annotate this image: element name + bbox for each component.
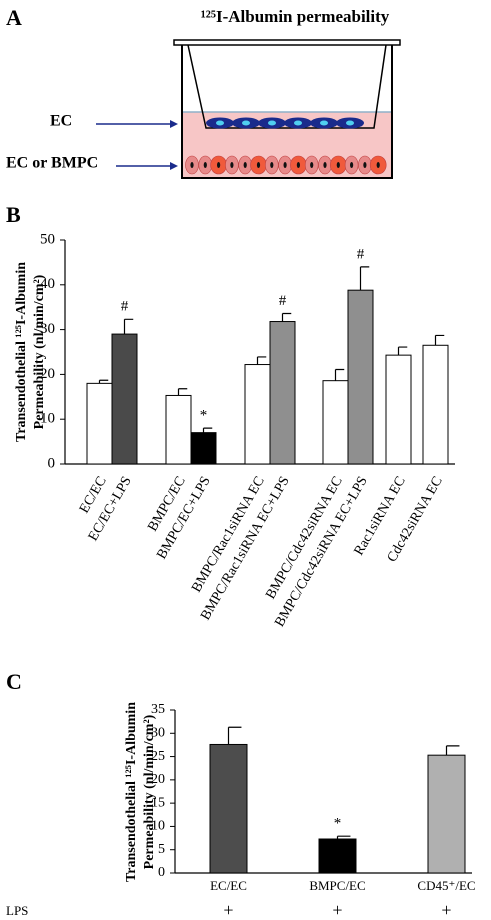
row-value: + (223, 900, 233, 920)
bar (86, 382, 113, 465)
panel-label: A (6, 5, 22, 30)
nucleus (217, 162, 221, 168)
y-tick-label: 30 (40, 321, 55, 337)
nucleus (270, 162, 274, 168)
nucleus (363, 162, 367, 168)
x-tick-label: EC/EC (210, 878, 247, 893)
x-tick-label: BMPC/EC (309, 878, 365, 893)
y-tick-label: 20 (151, 772, 165, 787)
y-tick-label: 15 (151, 795, 165, 810)
error-bar (445, 745, 460, 756)
arrow-head (170, 162, 178, 170)
nucleus (336, 162, 340, 168)
panel-label: B (6, 202, 21, 227)
diagram-label: EC (50, 113, 72, 130)
y-tick-label: 20 (40, 366, 55, 382)
error-bar (336, 835, 351, 840)
annotation: * (200, 408, 208, 424)
nucleus (296, 162, 300, 168)
error-bar (359, 266, 370, 291)
nucleus (256, 162, 261, 168)
bar (190, 432, 217, 465)
bar (209, 743, 248, 874)
row-value: + (441, 900, 451, 920)
panel-label: C (6, 669, 22, 694)
y-tick-label: 10 (151, 819, 165, 834)
nucleus (203, 162, 207, 168)
ec-layer (206, 117, 364, 129)
error-bar (123, 318, 134, 335)
annotation: * (334, 816, 342, 832)
error-bar (434, 334, 445, 346)
insert (187, 44, 387, 129)
error-bar (397, 346, 408, 356)
nucleus (323, 162, 327, 168)
bottom-cells (185, 155, 387, 175)
y-tick-label: 10 (40, 411, 55, 427)
error-bar (256, 356, 267, 365)
error-bar (334, 368, 345, 381)
y-tick-label: 50 (40, 231, 55, 247)
nucleus (190, 162, 194, 168)
bar (318, 838, 357, 874)
annotation: # (357, 246, 365, 262)
bar (385, 354, 412, 465)
bar (111, 333, 138, 465)
bar (165, 394, 192, 465)
bar (422, 344, 449, 465)
diagram-label: EC or BMPC (6, 155, 98, 172)
nucleus (310, 162, 314, 168)
y-tick-label: 0 (158, 865, 165, 880)
insert-rim (173, 39, 401, 46)
bar (427, 754, 466, 874)
x-tick-label: CD45⁺/EC (417, 878, 475, 893)
well (181, 45, 393, 179)
nucleus (350, 162, 354, 168)
y-tick-label: 0 (48, 455, 56, 471)
row-label: LPS (6, 903, 28, 918)
y-axis-label: Permeability (nl/min/cm²) (32, 274, 47, 429)
y-axis-label: Transendothelial ¹²⁵I-Albumin (14, 262, 29, 442)
y-tick-label: 35 (151, 702, 165, 717)
y-tick-label: 30 (151, 726, 165, 741)
row-value: + (332, 900, 342, 920)
arrow-head (170, 120, 178, 128)
bar (269, 321, 296, 465)
error-bar (281, 312, 292, 322)
y-axis-label: Transendothelial ¹²⁵I-Albumin (124, 702, 139, 882)
error-bar (227, 726, 242, 745)
nucleus (230, 162, 234, 168)
y-tick-label: 25 (151, 749, 165, 764)
diagram-title: ¹²⁵I-Albumin permeability (201, 7, 390, 26)
annotation: # (279, 293, 287, 309)
y-tick-label: 40 (40, 276, 55, 292)
nucleus (243, 162, 247, 168)
bar (322, 380, 349, 465)
panel-a: A ¹²⁵I-Albumin permeability EC EC or BMP… (6, 5, 401, 179)
error-bar (202, 427, 213, 433)
y-tick-label: 5 (158, 842, 165, 857)
y-axis-label: Permeability (nl/min/cm²) (142, 714, 157, 869)
annotation: # (121, 299, 129, 315)
error-bar (177, 388, 188, 396)
bar (347, 289, 374, 465)
nucleus (283, 162, 287, 168)
error-bar (98, 379, 109, 384)
nucleus (376, 162, 380, 168)
bar (244, 364, 271, 465)
